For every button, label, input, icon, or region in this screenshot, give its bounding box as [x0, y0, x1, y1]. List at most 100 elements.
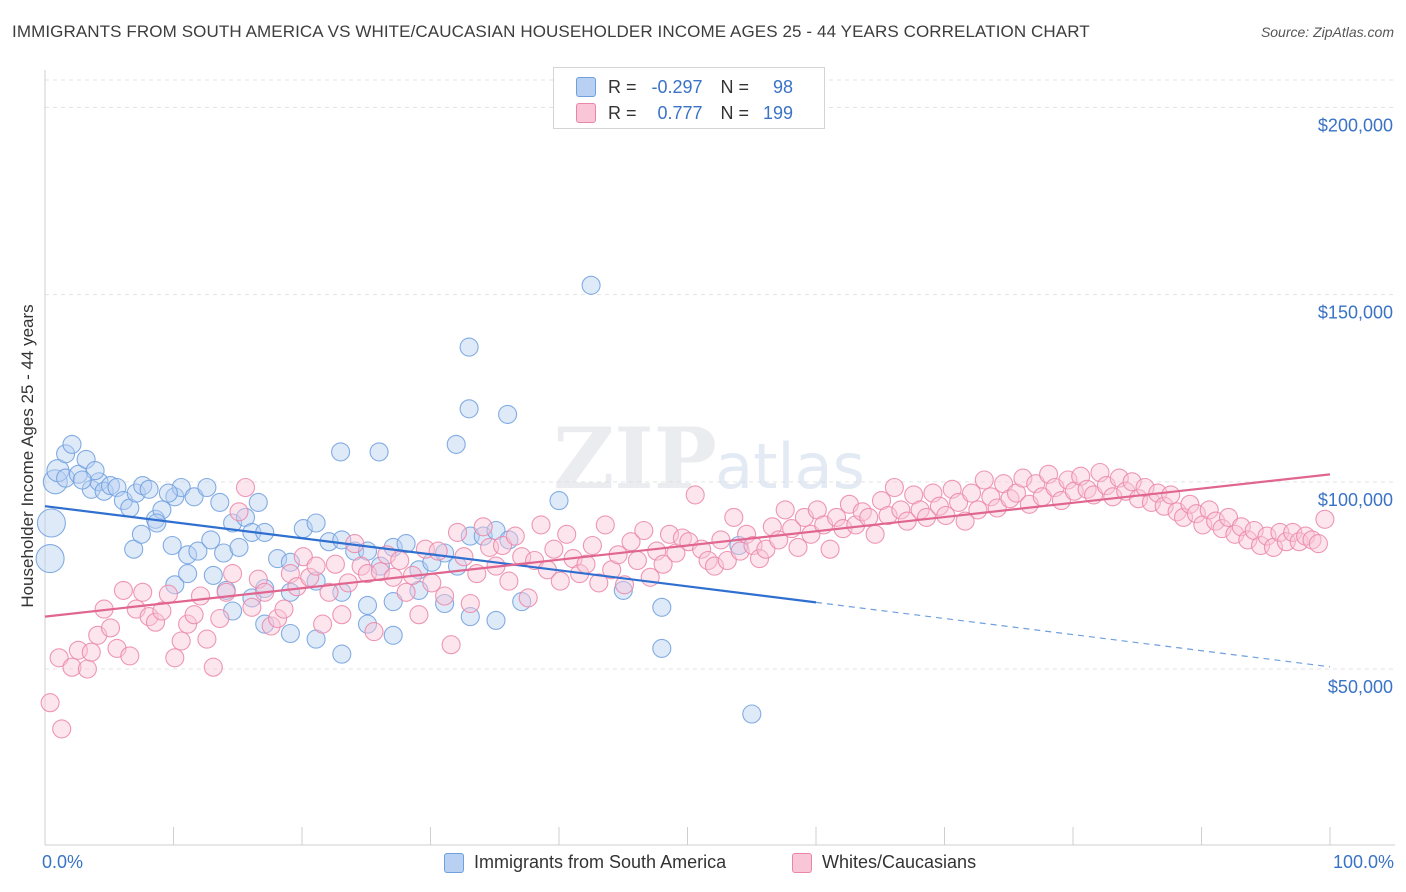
bottom-legend-item-south-america: Immigrants from South America — [444, 852, 726, 873]
data-point — [178, 614, 198, 634]
legend-n-value: 199 — [762, 102, 794, 123]
data-point — [319, 582, 339, 602]
data-point — [171, 631, 191, 651]
data-point — [1257, 526, 1277, 546]
data-point — [409, 605, 429, 625]
data-point — [229, 502, 249, 522]
data-point — [550, 571, 570, 591]
data-point — [268, 608, 288, 629]
data-point — [216, 582, 236, 602]
data-point — [981, 487, 1001, 507]
data-point — [788, 537, 808, 557]
data-point — [133, 476, 153, 496]
legend-r-value: 0.777 — [657, 102, 703, 123]
data-point — [370, 562, 390, 582]
data-point — [865, 524, 885, 544]
bottom-legend-swatch-whites — [792, 852, 812, 873]
data-point — [1199, 500, 1219, 520]
trend-lines — [44, 473, 1331, 668]
data-point — [184, 605, 204, 625]
data-point — [441, 635, 461, 655]
data-point — [1302, 530, 1322, 550]
data-point — [100, 476, 121, 496]
data-point — [1206, 511, 1226, 531]
data-point — [1218, 507, 1239, 527]
data-point — [486, 610, 506, 630]
data-point — [369, 442, 389, 462]
chart-title: IMMIGRANTS FROM SOUTH AMERICA VS WHITE/C… — [12, 22, 1090, 41]
data-point — [949, 492, 969, 512]
data-point — [133, 582, 153, 602]
data-point — [351, 556, 371, 576]
axes — [44, 70, 1395, 846]
data-points — [35, 275, 1335, 739]
data-point — [46, 459, 70, 483]
bottom-legend-label-whites: Whites/Caucasians — [822, 852, 977, 872]
data-point — [306, 513, 326, 533]
data-point — [139, 479, 159, 499]
data-point — [201, 530, 221, 550]
data-point — [81, 642, 101, 662]
data-point — [459, 399, 479, 419]
legend-n-value: 98 — [773, 76, 794, 97]
grid-lines — [45, 79, 1395, 670]
legend: R = -0.297 N = 98 R = 0.777 N = 199 — [553, 67, 825, 129]
data-point — [581, 275, 601, 295]
y-tick-label: $150,000 — [1318, 303, 1393, 323]
data-point — [627, 550, 647, 571]
data-point — [820, 539, 840, 559]
data-point — [492, 535, 513, 556]
data-point — [1315, 509, 1335, 529]
data-point — [124, 539, 144, 559]
data-point — [184, 487, 204, 507]
legend-swatch-whites — [576, 103, 596, 123]
data-point — [248, 492, 268, 512]
data-point — [89, 472, 109, 492]
data-point — [505, 526, 525, 546]
data-point — [325, 554, 345, 574]
data-point — [223, 564, 243, 584]
data-point — [72, 470, 92, 490]
data-point — [158, 584, 178, 604]
data-point — [131, 524, 151, 544]
data-point — [614, 575, 635, 595]
data-point — [589, 573, 609, 593]
data-point — [459, 337, 479, 357]
y-tick-label: $200,000 — [1318, 115, 1393, 135]
data-point — [235, 477, 256, 498]
data-point — [40, 693, 60, 713]
data-point — [460, 593, 480, 614]
x-tick-label-max: 100.0% — [1332, 852, 1394, 872]
data-point — [113, 580, 133, 600]
bottom-legend-item-whites: Whites/Caucasians — [792, 852, 976, 873]
data-point — [512, 592, 532, 612]
legend-swatch-south-america — [576, 77, 596, 97]
data-point — [178, 564, 198, 584]
data-point — [100, 618, 121, 638]
data-point — [52, 719, 72, 739]
watermark-zip: ZIP — [553, 409, 717, 508]
data-point — [582, 535, 602, 556]
data-point — [62, 657, 82, 677]
data-point — [158, 483, 178, 503]
data-point — [974, 470, 994, 490]
series-south-america-points — [35, 275, 762, 724]
data-point — [188, 541, 208, 561]
data-point — [145, 612, 166, 632]
data-point — [878, 505, 898, 526]
data-point — [197, 629, 217, 649]
data-point — [293, 547, 313, 567]
data-point — [801, 524, 821, 544]
data-point — [659, 524, 680, 544]
data-point — [313, 614, 333, 634]
y-tick-label: $100,000 — [1318, 490, 1393, 510]
data-point — [274, 599, 294, 619]
data-point — [190, 586, 211, 606]
data-point — [775, 500, 795, 520]
data-point — [1186, 504, 1206, 524]
data-point — [383, 592, 403, 612]
data-point — [717, 550, 737, 571]
data-point — [749, 549, 770, 569]
data-point — [147, 513, 167, 533]
